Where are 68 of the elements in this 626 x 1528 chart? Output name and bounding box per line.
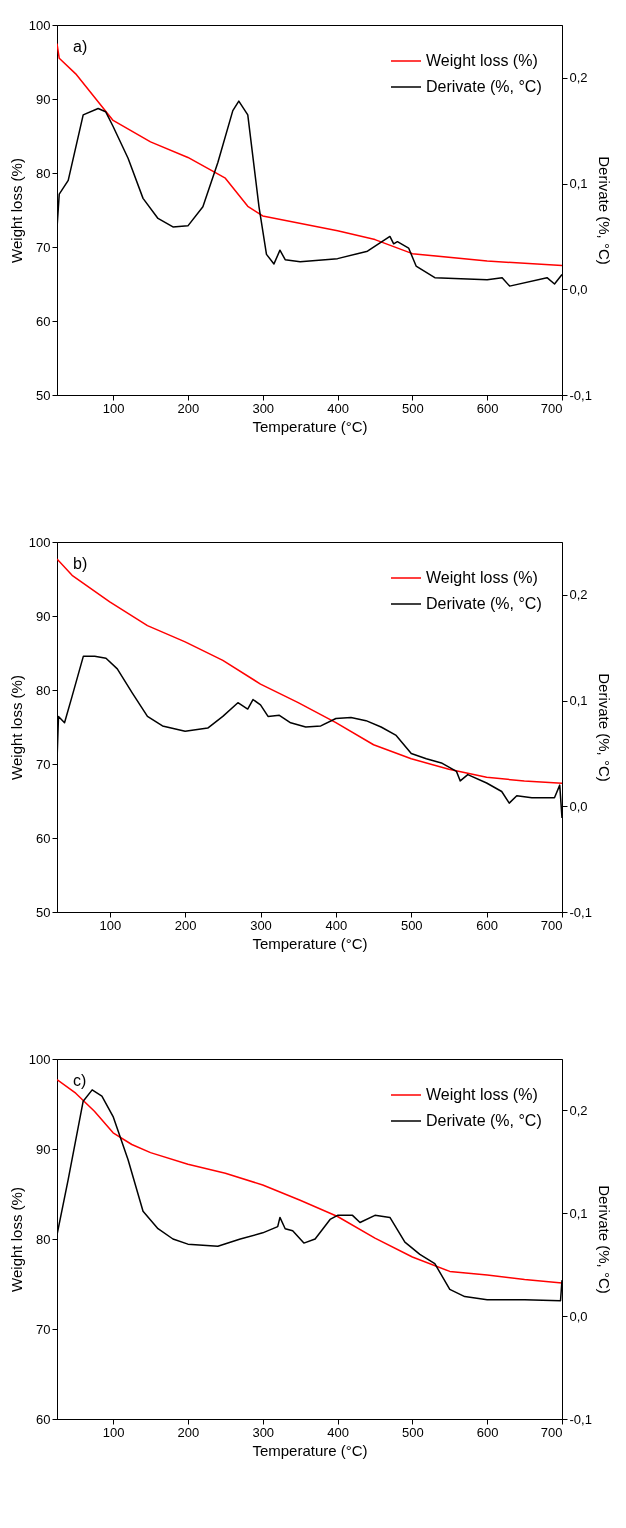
y2-tick-label: 0,1 [569,693,588,709]
x-tick-label: 500 [402,1424,424,1440]
x-tick-label: 100 [102,1424,125,1440]
y-tick-label: 80 [36,1231,51,1247]
x-tick-label: 200 [174,917,197,933]
x-tick-label: 700 [540,400,563,416]
y2-axis-title: Derivate (%, °C) [595,156,613,265]
y2-tick-label: 0,2 [569,587,588,603]
y-tick-label: 90 [36,1141,51,1157]
x-tick-label: 400 [325,917,348,933]
y-tick-label: 90 [36,608,51,624]
x-axis-title: Temperature (°C) [252,934,368,952]
y-tick-label: 50 [36,387,51,403]
y-tick-label: 80 [36,165,51,181]
y2-tick-label: 0,2 [569,1102,588,1118]
x-tick-label: 100 [99,917,122,933]
y2-tick-label: 0,0 [569,798,588,814]
y-axis-title: Weight loss (%) [7,675,25,780]
y-tick-label: 60 [36,313,51,329]
y2-tick-label: 0,1 [569,176,588,192]
y-tick-label: 70 [36,756,51,772]
x-tick-label: 700 [540,1424,563,1440]
x-tick-label: 400 [327,400,349,416]
x-tick-label: 300 [252,400,275,416]
y-tick-label: 60 [36,830,51,846]
y2-axis-title: Derivate (%, °C) [595,673,613,782]
y-tick-label: 100 [28,1051,51,1067]
y2-axis-title: Derivate (%, °C) [595,1185,613,1294]
annotation: a) [73,38,88,55]
x-axis-title: Temperature (°C) [252,1441,368,1459]
x-tick-label: 500 [402,400,424,416]
x-tick-label: 400 [327,1424,349,1440]
y-tick-label: 100 [28,534,51,550]
x-tick-label: 200 [177,1424,200,1440]
y-axis-title: Weight loss (%) [7,158,25,263]
x-tick-label: 700 [540,917,563,933]
y-tick-label: 70 [36,1321,51,1337]
x-tick-label: 300 [252,1424,275,1440]
annotation: c) [73,1072,87,1089]
y-tick-label: 50 [36,904,51,920]
y-tick-label: 60 [36,1411,51,1427]
legend-label: Derivate (%, °C) [426,1112,542,1129]
y-axis-title: Weight loss (%) [7,1187,25,1292]
x-tick-label: 100 [102,400,125,416]
legend-label: Weight loss (%) [426,52,538,69]
y-tick-label: 80 [36,682,51,698]
y2-tick-label: -0,1 [569,904,592,920]
y2-tick-label: 0,0 [569,1308,588,1324]
x-tick-label: 300 [250,917,272,933]
legend-label: Derivate (%, °C) [426,78,542,95]
y-tick-label: 100 [28,17,51,33]
y2-tick-label: -0,1 [569,1411,592,1427]
legend-label: Weight loss (%) [426,1086,538,1103]
annotation: b) [73,555,88,572]
x-axis-title: Temperature (°C) [252,417,368,435]
legend-label: Weight loss (%) [426,569,538,586]
legend-label: Derivate (%, °C) [426,595,542,612]
x-tick-label: 500 [400,917,423,933]
y-tick-label: 70 [36,239,51,255]
x-tick-label: 600 [476,917,498,933]
y2-tick-label: 0,2 [569,70,588,86]
x-tick-label: 600 [476,1424,499,1440]
y2-tick-label: -0,1 [569,387,592,403]
y2-tick-label: 0,1 [569,1205,588,1221]
x-tick-label: 600 [476,400,499,416]
x-tick-label: 200 [177,400,200,416]
y-tick-label: 90 [36,91,51,107]
y2-tick-label: 0,0 [569,281,588,297]
